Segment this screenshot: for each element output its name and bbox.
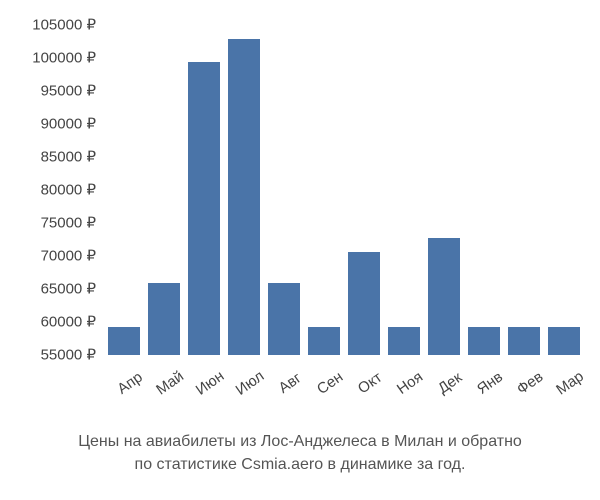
y-tick-label: 75000 ₽: [0, 216, 96, 231]
bar: [228, 39, 260, 355]
bar: [148, 283, 180, 355]
bar: [388, 327, 420, 355]
price-chart: 55000 ₽ 60000 ₽ 65000 ₽ 70000 ₽ 75000 ₽ 80000…: [0, 0, 600, 500]
y-tick-label: 55000 ₽: [0, 348, 96, 363]
y-tick-label: 70000 ₽: [0, 249, 96, 264]
y-tick-label: 90000 ₽: [0, 117, 96, 132]
bar: [428, 238, 460, 355]
bar: [188, 62, 220, 355]
x-tick-label: Сен: [311, 363, 354, 400]
x-tick-label: Авг: [271, 363, 314, 400]
y-tick-label: 60000 ₽: [0, 315, 96, 330]
bar: [468, 327, 500, 355]
caption-line-1: Цены на авиабилеты из Лос-Анджелеса в Ми…: [78, 433, 522, 450]
x-tick-label: Июн: [191, 363, 234, 400]
bar: [108, 327, 140, 355]
x-tick-label: Май: [151, 363, 194, 400]
bar: [508, 327, 540, 355]
x-tick-label: Янв: [471, 363, 514, 400]
y-tick-label: 85000 ₽: [0, 150, 96, 165]
y-tick-label: 65000 ₽: [0, 282, 96, 297]
y-tick-label: 105000 ₽: [0, 18, 96, 33]
x-tick-label: Дек: [431, 363, 474, 400]
caption-line-2: по статистике Csmia.aero в динамике за г…: [135, 456, 466, 473]
x-tick-label: Июл: [231, 363, 274, 400]
x-tick-label: Ноя: [391, 363, 434, 400]
x-tick-label: Окт: [351, 363, 394, 400]
x-tick-label: Фев: [511, 363, 554, 400]
chart-caption: Цены на авиабилеты из Лос-Анджелеса в Ми…: [0, 430, 600, 476]
x-axis: АпрМайИюнИюлАвгСенОктНояДекЯнвФевМар: [104, 363, 584, 380]
bar: [308, 327, 340, 355]
y-axis: 55000 ₽60000 ₽65000 ₽70000 ₽75000 ₽80000…: [0, 10, 96, 355]
y-tick-label: 95000 ₽: [0, 84, 96, 99]
bar: [348, 252, 380, 356]
y-tick-label: 80000 ₽: [0, 183, 96, 198]
bar: [268, 283, 300, 355]
bar: [548, 327, 580, 355]
bars-container: [104, 10, 584, 355]
x-tick-label: Апр: [111, 363, 154, 400]
y-tick-label: 100000 ₽: [0, 51, 96, 66]
x-tick-label: Мар: [551, 363, 594, 400]
